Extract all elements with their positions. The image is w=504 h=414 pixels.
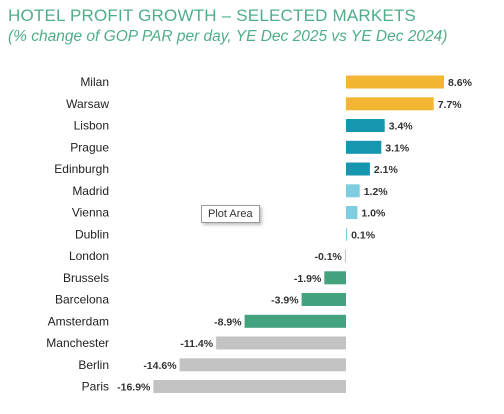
bar-berlin — [179, 358, 346, 372]
category-label-manchester: Manchester — [46, 336, 109, 350]
bar-manchester — [216, 336, 346, 350]
value-label-edinburgh: 2.1% — [374, 164, 399, 176]
bar-madrid — [346, 184, 360, 198]
plot-area-tooltip: Plot Area — [201, 205, 260, 223]
bar-vienna — [346, 206, 358, 219]
category-label-prague: Prague — [70, 140, 109, 154]
value-label-london: -0.1% — [314, 251, 342, 263]
category-labels-group: Milan Warsaw Lisbon Prague Edinburgh Madrid Vi… — [46, 75, 109, 394]
category-label-barcelona: Barcelona — [55, 293, 109, 307]
bar-milan — [346, 75, 444, 89]
bar-london — [344, 249, 346, 263]
value-label-amsterdam: -8.9% — [214, 316, 242, 328]
category-label-brussels: Brussels — [63, 271, 109, 285]
value-label-berlin: -14.6% — [143, 360, 177, 372]
category-label-lisbon: Lisbon — [74, 119, 109, 133]
value-label-paris: -16.9% — [117, 382, 151, 394]
category-label-amsterdam: Amsterdam — [48, 314, 109, 328]
bar-amsterdam — [244, 314, 346, 328]
bar-paris — [153, 380, 346, 393]
value-labels-group: 8.6% 7.7% 3.4% 3.1% 2.1% 1.2% 1.0% 0.1% -0.1% -1.… — [117, 77, 472, 394]
bars-group — [153, 75, 444, 393]
chart-subtitle: (% change of GOP PAR per day, YE Dec 202… — [8, 28, 448, 45]
bar-barcelona — [301, 293, 346, 306]
bar-prague — [346, 140, 382, 154]
category-label-warsaw: Warsaw — [66, 97, 109, 111]
bar-lisbon — [346, 119, 385, 132]
value-label-vienna: 1.0% — [361, 208, 386, 220]
category-label-madrid: Madrid — [72, 184, 109, 198]
value-label-warsaw: 7.7% — [438, 99, 463, 111]
value-label-barcelona: -3.9% — [271, 295, 299, 307]
bar-warsaw — [346, 97, 434, 111]
value-label-dublin: 0.1% — [351, 229, 376, 241]
value-label-manchester: -11.4% — [180, 338, 213, 350]
category-label-dublin: Dublin — [75, 227, 109, 241]
value-label-lisbon: 3.4% — [389, 121, 414, 133]
category-label-edinburgh: Edinburgh — [54, 162, 109, 176]
value-label-madrid: 1.2% — [364, 186, 389, 198]
value-label-milan: 8.6% — [448, 77, 473, 89]
category-label-vienna: Vienna — [72, 206, 109, 220]
bar-brussels — [324, 271, 346, 285]
category-label-paris: Paris — [82, 380, 109, 394]
value-label-brussels: -1.9% — [294, 273, 322, 285]
value-label-prague: 3.1% — [385, 142, 410, 154]
bar-edinburgh — [346, 162, 370, 176]
category-label-milan: Milan — [80, 75, 109, 89]
category-label-berlin: Berlin — [78, 358, 109, 372]
category-label-london: London — [69, 249, 109, 263]
chart-title: HOTEL PROFIT GROWTH – SELECTED MARKETS — [8, 6, 417, 25]
bar-dublin — [346, 227, 348, 241]
